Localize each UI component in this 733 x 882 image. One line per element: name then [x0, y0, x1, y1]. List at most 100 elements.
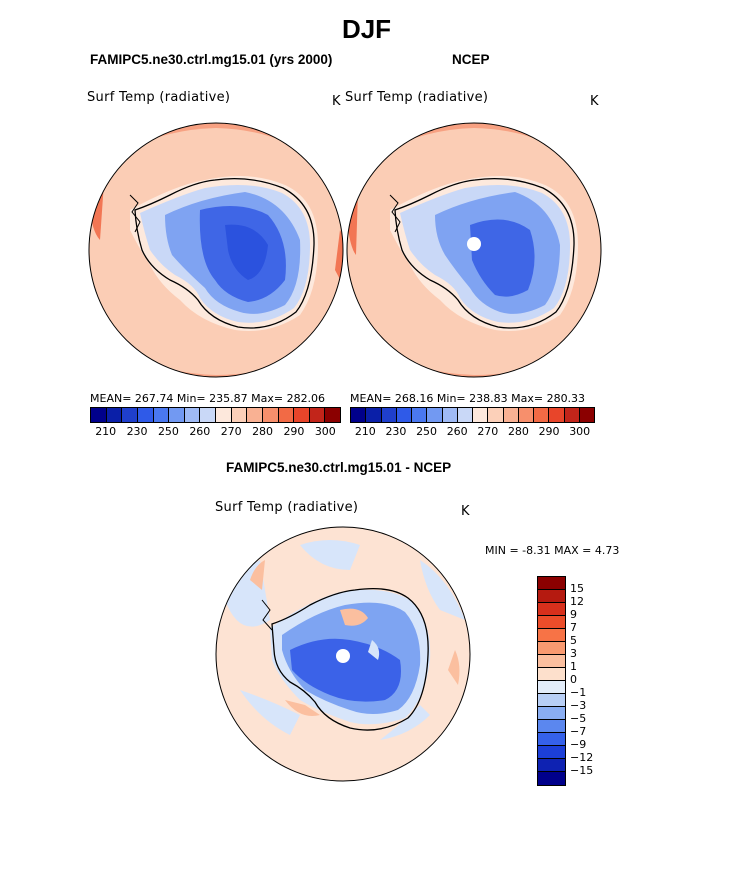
colorbar-swatch [396, 408, 412, 422]
colorbar-tick-label: 250 [157, 425, 179, 438]
diff-colorbar-tick-label: −5 [570, 712, 587, 725]
diff-colorbar-swatch [538, 655, 565, 668]
colorbar-swatch [294, 408, 310, 422]
colorbar-tick-label: 280 [507, 425, 529, 438]
colorbar-tick-label: 290 [283, 425, 305, 438]
left-colorbar-ticks: 210 230 250 260 270 280 290 300 [90, 425, 341, 439]
left-panel-units: K [332, 94, 341, 109]
colorbar-tick-label: 230 [126, 425, 148, 438]
colorbar-tick-label: 290 [538, 425, 560, 438]
colorbar-swatch [106, 408, 123, 422]
diff-panel-minmax: MIN = -8.31 MAX = 4.73 [485, 544, 620, 557]
diff-colorbar-tick-label: 1 [570, 660, 577, 673]
colorbar-tick-label: 210 [95, 425, 117, 438]
colorbar-swatch [412, 408, 428, 422]
diff-colorbar-tick-label: 0 [570, 673, 577, 686]
diff-colorbar-swatch [538, 642, 565, 655]
diff-colorbar-tick-label: −12 [570, 751, 594, 764]
diff-colorbar-swatch [538, 629, 565, 642]
diff-colorbar-swatch [538, 681, 565, 694]
diff-colorbar [537, 576, 566, 786]
diff-colorbar-swatch [538, 590, 565, 603]
right-map-border [346, 122, 602, 378]
colorbar-swatch [549, 408, 565, 422]
right-colorbar [350, 407, 595, 423]
colorbar-swatch [534, 408, 550, 422]
diff-panel-units: K [461, 504, 470, 519]
diff-colorbar-swatch [538, 668, 565, 681]
colorbar-swatch [184, 408, 201, 422]
colorbar-swatch [381, 408, 397, 422]
colorbar-tick-label: 260 [189, 425, 211, 438]
diff-colorbar-tick-label: 12 [570, 595, 584, 608]
colorbar-swatch [366, 408, 382, 422]
colorbar-swatch [153, 408, 170, 422]
right-colorbar-ticks: 210 230 250 260 270 280 290 300 [350, 425, 595, 439]
diff-colorbar-tick-label: 15 [570, 582, 584, 595]
left-colorbar [90, 407, 341, 423]
colorbar-swatch [278, 408, 295, 422]
diff-panel-header: FAMIPC5.ne30.ctrl.mg15.01 - NCEP [226, 460, 452, 475]
left-panel-variable: Surf Temp (radiative) [87, 90, 231, 105]
colorbar-swatch [325, 408, 340, 422]
diff-colorbar-swatch [538, 577, 565, 590]
diff-colorbar-tick-label: 5 [570, 634, 577, 647]
colorbar-tick-label: 270 [220, 425, 242, 438]
colorbar-tick-label: 260 [446, 425, 468, 438]
diff-colorbar-swatch [538, 694, 565, 707]
colorbar-swatch [231, 408, 248, 422]
colorbar-tick-label: 210 [354, 425, 376, 438]
colorbar-swatch [503, 408, 519, 422]
diff-colorbar-swatch [538, 772, 565, 785]
colorbar-swatch [579, 408, 594, 422]
diff-colorbar-tick-label: 7 [570, 621, 577, 634]
diff-colorbar-swatch [538, 603, 565, 616]
diff-colorbar-tick-label: −7 [570, 725, 587, 738]
diff-panel-variable: Surf Temp (radiative) [215, 500, 359, 515]
right-polar-map [347, 123, 601, 377]
colorbar-swatch [427, 408, 443, 422]
diff-colorbar-swatch [538, 759, 565, 772]
colorbar-swatch [473, 408, 489, 422]
diff-colorbar-swatch [538, 616, 565, 629]
colorbar-swatch [564, 408, 580, 422]
colorbar-swatch [442, 408, 458, 422]
diff-polar-map [216, 527, 470, 781]
colorbar-swatch [518, 408, 534, 422]
colorbar-tick-label: 280 [252, 425, 274, 438]
colorbar-swatch [169, 408, 185, 422]
left-panel-stats: MEAN= 267.74 Min= 235.87 Max= 282.06 [90, 392, 326, 405]
diff-colorbar-tick-label: −3 [570, 699, 587, 712]
diff-colorbar-tick-label: −15 [570, 764, 594, 777]
colorbar-tick-label: 300 [569, 425, 591, 438]
colorbar-swatch [457, 408, 473, 422]
diff-colorbar-tick-label: 9 [570, 608, 577, 621]
colorbar-swatch [351, 408, 367, 422]
colorbar-swatch [122, 408, 138, 422]
colorbar-swatch [200, 408, 216, 422]
diff-colorbar-swatch [538, 733, 565, 746]
diff-map-border [215, 526, 471, 782]
colorbar-tick-label: 250 [416, 425, 438, 438]
colorbar-swatch [91, 408, 107, 422]
colorbar-tick-label: 300 [314, 425, 336, 438]
left-map-border [88, 122, 344, 378]
left-panel-header: FAMIPC5.ne30.ctrl.mg15.01 (yrs 2000) [90, 52, 333, 67]
colorbar-swatch [216, 408, 232, 422]
right-panel-units: K [590, 94, 599, 109]
diff-colorbar-tick-label: 3 [570, 647, 577, 660]
diff-colorbar-tick-label: −9 [570, 738, 587, 751]
colorbar-swatch [137, 408, 154, 422]
diff-colorbar-swatch [538, 746, 565, 759]
colorbar-tick-label: 270 [477, 425, 499, 438]
colorbar-swatch [488, 408, 504, 422]
right-panel-stats: MEAN= 268.16 Min= 238.83 Max= 280.33 [350, 392, 586, 405]
right-panel-header: NCEP [452, 52, 490, 67]
right-panel-variable: Surf Temp (radiative) [345, 90, 489, 105]
colorbar-swatch [309, 408, 326, 422]
figure-title: DJF [341, 14, 392, 44]
diff-colorbar-swatch [538, 720, 565, 733]
left-polar-map [89, 123, 343, 377]
colorbar-swatch [247, 408, 263, 422]
